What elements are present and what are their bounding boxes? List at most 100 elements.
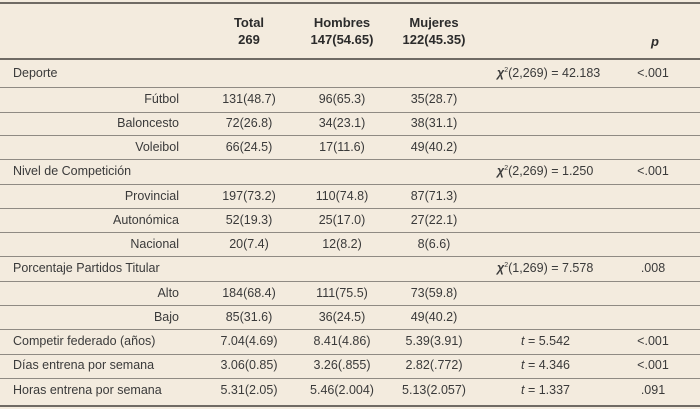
cell-mujeres-dias: 2.82(.772) — [405, 358, 463, 372]
row-divider — [0, 378, 700, 379]
chi-value: (2,269) = 1.250 — [508, 164, 594, 178]
header-hombres-label: Hombres — [313, 15, 371, 30]
chi-value: (1,269) = 7.578 — [508, 261, 594, 275]
row-divider — [0, 354, 700, 355]
cell-hombres-nacional: 12(8.2) — [322, 237, 362, 251]
cell-total-futbol: 131(48.7) — [222, 92, 276, 106]
cell-hombres-dias: 3.26(.855) — [313, 358, 371, 372]
cell-hombres-competir: 8.41(4.86) — [313, 334, 371, 348]
cell-mujeres-baloncesto: 38(31.1) — [410, 116, 458, 130]
row-divider — [0, 256, 700, 257]
header-mujeres: Mujeres 122(45.35) — [393, 14, 475, 48]
cell-hombres-futbol: 96(65.3) — [318, 92, 366, 106]
row-label-provincial: Provincial — [124, 189, 179, 203]
cell-hombres-autonomica: 25(17.0) — [318, 213, 366, 227]
p-value-deporte: <.001 — [637, 66, 669, 80]
p-value-porcentaje: .008 — [640, 261, 666, 275]
section-label-porcentaje: Porcentaje Partidos Titular — [13, 261, 160, 275]
row-label-bajo: Bajo — [153, 310, 179, 324]
header-mujeres-n: 122(45.35) — [402, 32, 466, 47]
cell-hombres-alto: 111(75.5) — [316, 286, 368, 300]
chi-symbol: χ — [497, 66, 505, 80]
t-value: = 5.542 — [524, 334, 571, 348]
chi-stat-porcentaje: χ2(1,269) = 7.578 — [497, 261, 593, 275]
cell-mujeres-futbol: 35(28.7) — [410, 92, 458, 106]
header-rule — [0, 58, 700, 60]
cell-hombres-bajo: 36(24.5) — [318, 310, 366, 324]
chi-superscript: 2 — [504, 164, 509, 172]
row-label-autonomica: Autonómica — [112, 213, 179, 227]
cell-total-baloncesto: 72(26.8) — [225, 116, 273, 130]
row-label-alto: Alto — [157, 286, 179, 300]
row-label-dias: Días entrena por semana — [13, 358, 155, 372]
row-label-voleibol: Voleibol — [135, 140, 179, 154]
row-divider — [0, 305, 700, 306]
table-bottom-rule — [0, 405, 700, 407]
cell-mujeres-nacional: 8(6.6) — [417, 237, 451, 251]
cell-mujeres-provincial: 87(71.3) — [410, 189, 458, 203]
t-symbol: t — [521, 383, 525, 397]
cell-total-dias: 3.06(0.85) — [220, 358, 278, 372]
row-divider — [0, 184, 700, 185]
header-p: p — [651, 34, 659, 49]
cell-mujeres-bajo: 49(40.2) — [410, 310, 458, 324]
cell-total-provincial: 197(73.2) — [222, 189, 276, 203]
p-value-competir: <.001 — [637, 334, 669, 348]
p-value-horas: .091 — [640, 383, 666, 397]
row-label-baloncesto: Baloncesto — [117, 116, 179, 130]
header-total: Total 269 — [214, 14, 284, 48]
section-label-deporte: Deporte — [13, 66, 58, 80]
t-symbol: t — [521, 358, 525, 372]
t-stat-dias: t = 4.346 — [521, 358, 570, 372]
t-stat-competir: t = 5.542 — [521, 334, 570, 348]
chi-stat-deporte: χ2(2,269) = 42.183 — [497, 66, 600, 80]
cell-hombres-horas: 5.46(2.004) — [310, 383, 374, 397]
row-divider — [0, 87, 700, 88]
cell-total-voleibol: 66(24.5) — [225, 140, 273, 154]
row-divider — [0, 281, 700, 282]
row-divider — [0, 208, 700, 209]
header-hombres: Hombres 147(54.65) — [300, 14, 384, 48]
header-mujeres-label: Mujeres — [409, 15, 459, 30]
section-label-nivel: Nivel de Competición — [13, 164, 132, 178]
row-divider — [0, 329, 700, 330]
row-label-horas: Horas entrena por semana — [13, 383, 162, 397]
chi-superscript: 2 — [504, 66, 509, 74]
cell-mujeres-alto: 73(59.8) — [410, 286, 458, 300]
p-value-dias: <.001 — [637, 358, 669, 372]
cell-total-bajo: 85(31.6) — [225, 310, 273, 324]
row-label-competir: Competir federado (años) — [13, 334, 156, 348]
t-stat-horas: t = 1.337 — [521, 383, 570, 397]
header-total-label: Total — [233, 15, 265, 30]
cell-hombres-voleibol: 17(11.6) — [319, 140, 365, 154]
t-value: = 4.346 — [524, 358, 571, 372]
cell-mujeres-voleibol: 49(40.2) — [410, 140, 458, 154]
cell-mujeres-competir: 5.39(3.91) — [405, 334, 463, 348]
cell-total-alto: 184(68.4) — [222, 286, 276, 300]
chi-symbol: χ — [497, 261, 505, 275]
p-value-nivel: <.001 — [637, 164, 669, 178]
t-symbol: t — [521, 334, 525, 348]
cell-hombres-provincial: 110(74.8) — [315, 189, 369, 203]
row-divider — [0, 232, 700, 233]
cell-total-competir: 7.04(4.69) — [220, 334, 278, 348]
chi-stat-nivel: χ2(2,269) = 1.250 — [497, 164, 593, 178]
cell-mujeres-autonomica: 27(22.1) — [410, 213, 458, 227]
chi-symbol: χ — [497, 164, 505, 178]
cell-hombres-baloncesto: 34(23.1) — [318, 116, 366, 130]
chi-superscript: 2 — [504, 261, 509, 269]
row-divider — [0, 159, 700, 160]
row-divider — [0, 112, 700, 113]
cell-total-horas: 5.31(2.05) — [220, 383, 278, 397]
row-divider — [0, 135, 700, 136]
cell-total-autonomica: 52(19.3) — [225, 213, 273, 227]
t-value: = 1.337 — [524, 383, 571, 397]
cell-mujeres-horas: 5.13(2.057) — [402, 383, 466, 397]
chi-value: (2,269) = 42.183 — [508, 66, 601, 80]
header-hombres-n: 147(54.65) — [310, 32, 374, 47]
row-label-nacional: Nacional — [130, 237, 179, 251]
row-label-futbol: Fútbol — [144, 92, 179, 106]
cell-total-nacional: 20(7.4) — [229, 237, 269, 251]
table-top-rule — [0, 2, 700, 4]
